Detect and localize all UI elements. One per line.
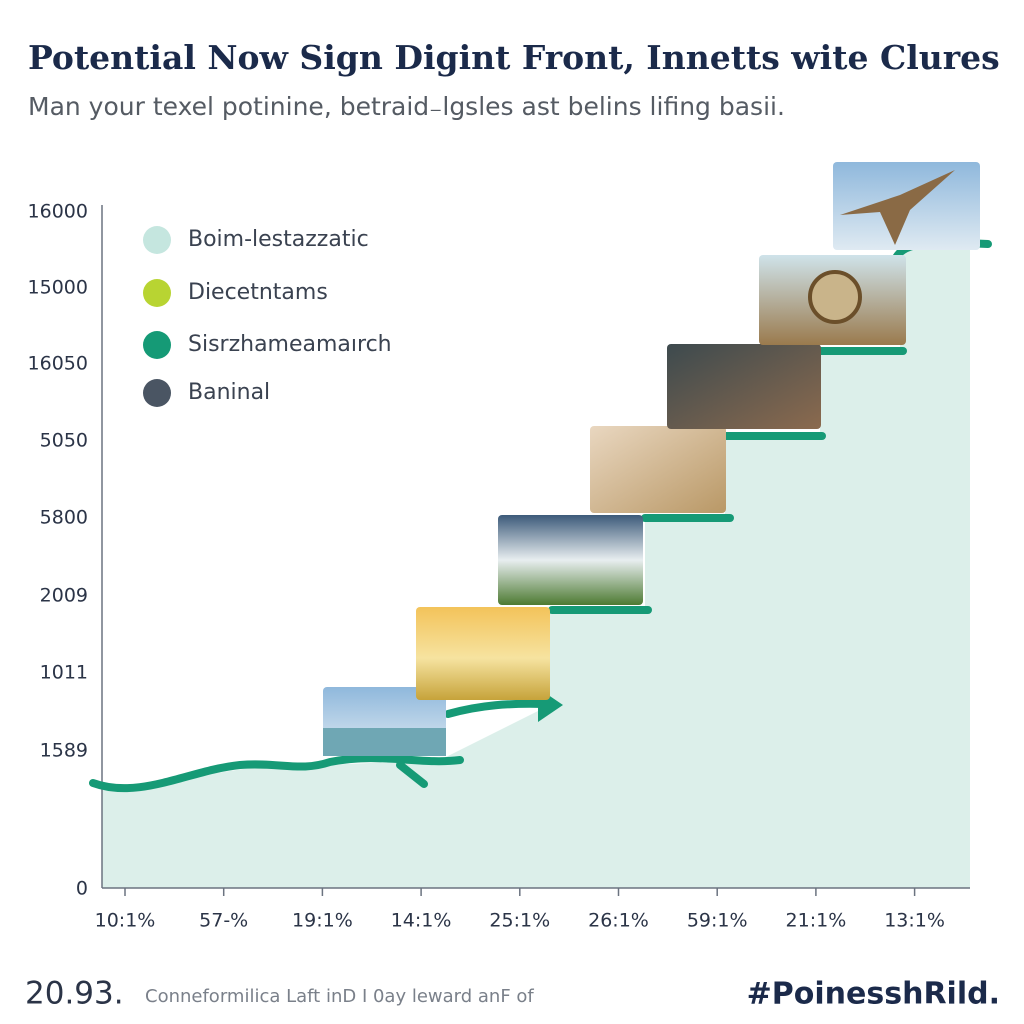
y-label: 5800 (40, 507, 88, 529)
y-label: 0 (76, 878, 88, 900)
x-label: 25:1% (489, 910, 550, 932)
y-label: 2009 (40, 585, 88, 607)
photos (323, 162, 980, 756)
x-label: 19:1% (292, 910, 353, 932)
y-labels: 16000 15000 16050 5050 5800 2009 1011 1589 0 (28, 201, 88, 900)
legend-label: Diecetntams (188, 280, 328, 305)
y-label: 16050 (28, 353, 88, 375)
legend-label: Sisrzhameamaırch (188, 332, 392, 357)
area (102, 240, 970, 888)
legend-label: Baninal (188, 380, 270, 405)
photo-water (323, 728, 446, 756)
x-label: 21:1% (786, 910, 847, 932)
subtitle: Man your texel potinine, betraid₋lgsles … (28, 92, 785, 121)
x-label: 14:1% (391, 910, 452, 932)
photo-clock (808, 270, 862, 324)
legend-swatch (143, 279, 171, 307)
legend-label: Boim-lestazzatic (188, 227, 369, 252)
photo (498, 515, 643, 605)
footer-caption: Conneformilica Laft inD I 0ay leward anF… (145, 986, 534, 1007)
y-label: 1589 (40, 740, 88, 762)
photo (667, 344, 821, 429)
legend: Boim-lestazzatic Diecetntams Sisrzhameamaı… (143, 226, 392, 407)
y-label: 1011 (40, 662, 88, 684)
photo-bird (840, 170, 955, 245)
photo (416, 607, 550, 700)
y-label: 16000 (28, 201, 88, 223)
footer-hashtag: #PoinesshRild. (747, 977, 1000, 1012)
legend-swatch (143, 379, 171, 407)
photo (590, 426, 726, 513)
x-label: 57-% (199, 910, 248, 932)
x-label: 10:1% (95, 910, 156, 932)
legend-swatch (143, 226, 171, 254)
title: Potential Now Sign Digint Front, Innetts… (28, 38, 1000, 77)
x-label: 13:1% (884, 910, 945, 932)
y-label: 5050 (40, 430, 88, 452)
footer-value: 20.93. (25, 976, 124, 1012)
x-label: 26:1% (588, 910, 649, 932)
x-labels: 10:1% 57-% 19:1% 14:1% 25:1% 26:1% 59:1% 21:1% 1… (95, 888, 945, 932)
legend-swatch (143, 331, 171, 359)
x-label: 59:1% (687, 910, 748, 932)
y-label: 15000 (28, 277, 88, 299)
